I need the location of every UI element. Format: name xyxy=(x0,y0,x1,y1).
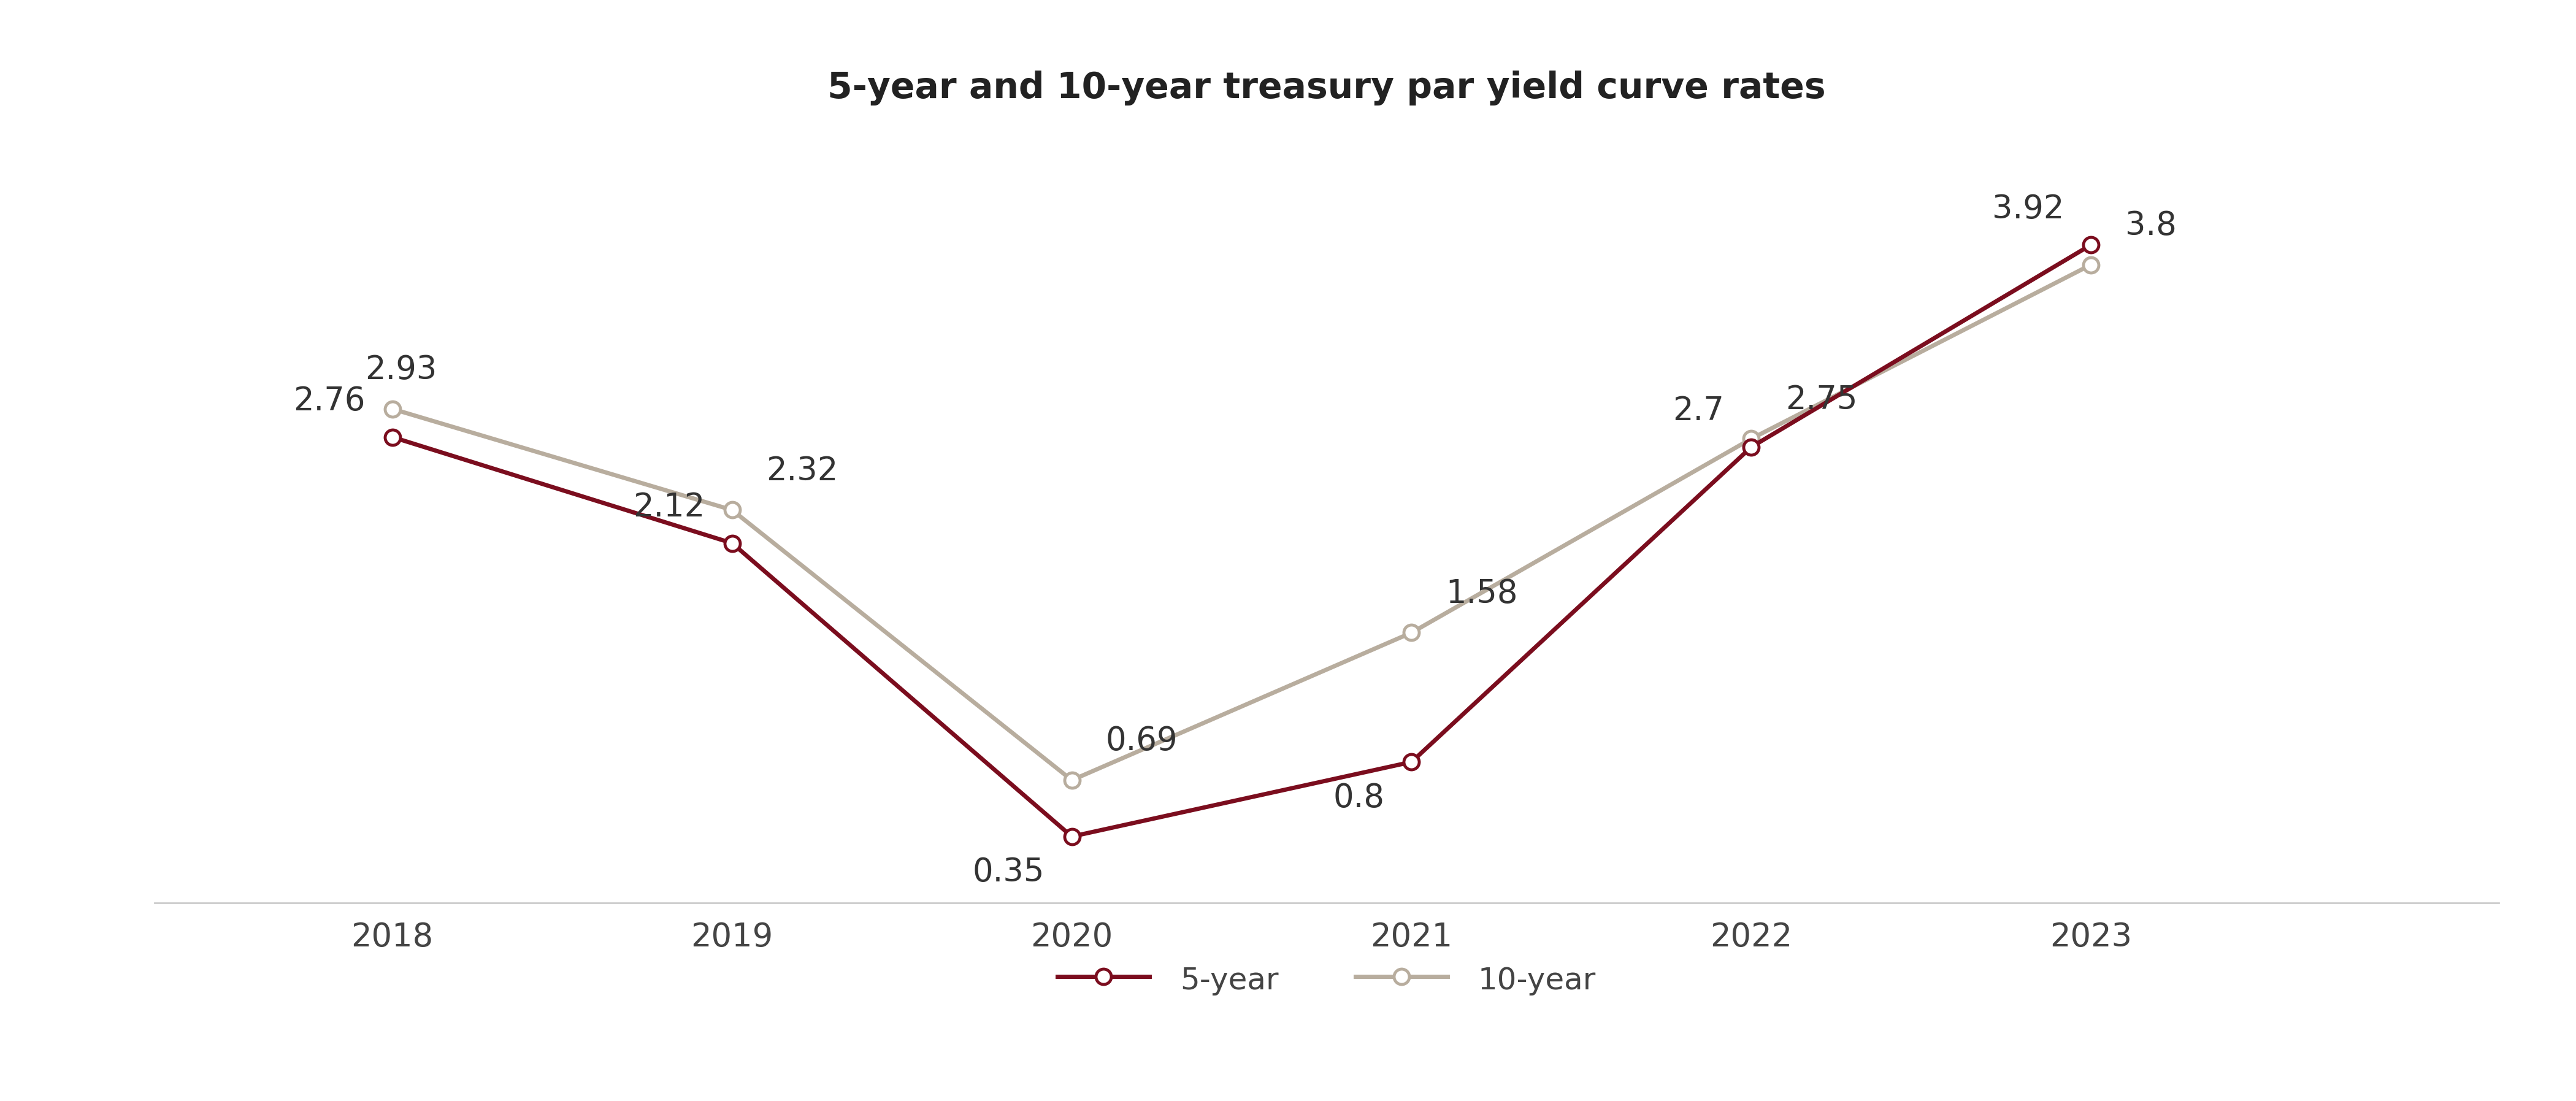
Text: 0.8: 0.8 xyxy=(1332,782,1383,814)
5-year xyxy=(2076,238,2107,251)
Line: 5-year: 5-year xyxy=(384,237,2099,844)
5-year xyxy=(1396,755,1427,768)
Text: 2.93: 2.93 xyxy=(366,353,438,385)
Text: 3.8: 3.8 xyxy=(2125,209,2177,241)
10-year xyxy=(1056,774,1087,787)
Text: 2.7: 2.7 xyxy=(1672,395,1723,427)
Text: 2.75: 2.75 xyxy=(1785,383,1857,415)
Text: 2.32: 2.32 xyxy=(765,455,837,487)
Text: 0.35: 0.35 xyxy=(974,857,1046,889)
5-year xyxy=(1056,830,1087,843)
10-year xyxy=(376,402,407,415)
Title: 5-year and 10-year treasury par yield curve rates: 5-year and 10-year treasury par yield cu… xyxy=(827,70,1826,106)
Text: 2.12: 2.12 xyxy=(634,491,706,523)
5-year xyxy=(376,430,407,444)
Text: 2.76: 2.76 xyxy=(294,385,366,417)
10-year xyxy=(2076,258,2107,271)
Legend: 5-year, 10-year: 5-year, 10-year xyxy=(1056,963,1597,995)
Text: 1.58: 1.58 xyxy=(1445,578,1517,610)
10-year xyxy=(1736,432,1767,445)
Text: 0.69: 0.69 xyxy=(1105,726,1177,757)
10-year xyxy=(1396,626,1427,640)
Text: 3.92: 3.92 xyxy=(1991,193,2063,225)
5-year xyxy=(716,536,747,549)
5-year xyxy=(1736,440,1767,454)
Line: 10-year: 10-year xyxy=(384,257,2099,788)
10-year xyxy=(716,503,747,516)
